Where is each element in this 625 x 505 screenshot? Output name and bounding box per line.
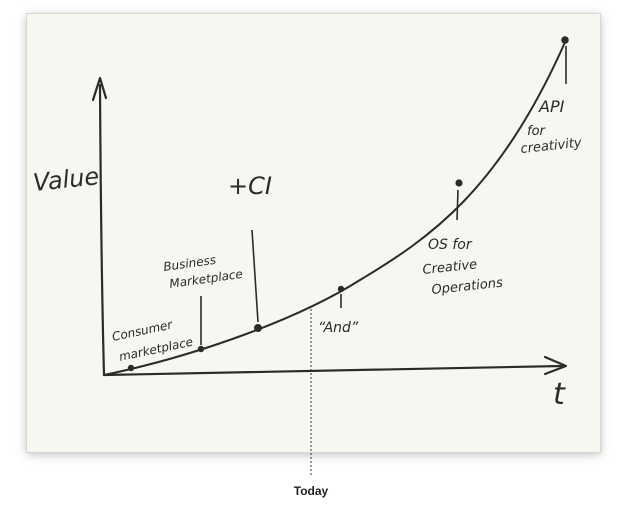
label-os-line2: Creative (422, 257, 478, 278)
x-axis-label: t (553, 377, 566, 412)
paper-sheet (27, 14, 600, 452)
label-and: “And” (318, 320, 359, 336)
x-axis (102, 364, 564, 377)
today-label: Today (293, 484, 329, 498)
y-axis-arrowhead (91, 76, 108, 102)
label-os-line1: OS for (428, 237, 473, 253)
label-api-line1: API (538, 97, 565, 116)
label-ci: +CI (228, 172, 272, 200)
milestone-dot-business (197, 345, 205, 353)
y-axis (98, 83, 106, 377)
milestone-dot-ci (254, 324, 262, 332)
leader-ci (251, 229, 259, 323)
milestone-dot-api (561, 36, 569, 44)
milestone-dot-consumer (127, 364, 135, 372)
label-api-line3: creativity (520, 136, 583, 157)
y-axis-label: Value (32, 162, 101, 197)
label-api-line2: for (527, 124, 547, 139)
milestone-dot-and (337, 285, 345, 293)
label-os-line3: Operations (431, 276, 504, 298)
x-axis-arrowhead (543, 355, 568, 376)
leader-os (456, 189, 459, 221)
milestone-dot-os (455, 179, 463, 187)
